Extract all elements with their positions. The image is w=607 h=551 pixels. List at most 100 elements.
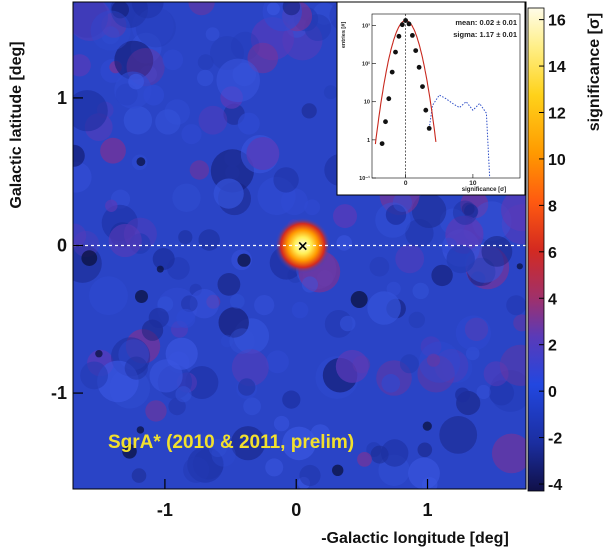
noise-blob-dark — [122, 444, 137, 459]
x-tick-label: 1 — [423, 500, 433, 520]
colorbar-tick-label: 4 — [548, 291, 557, 308]
noise-blob-dark — [237, 253, 251, 267]
noise-blob — [178, 230, 193, 245]
noise-blob — [339, 315, 356, 332]
noise-blob — [105, 199, 118, 212]
noise-blob — [333, 204, 357, 229]
noise-blob — [131, 468, 147, 483]
inset-data-point — [379, 141, 385, 147]
colorbar-ticks: 16 14 12 10 8 6 4 2 0 -2 -4 — [539, 13, 566, 494]
noise-blob — [464, 204, 479, 219]
noise-blob — [73, 161, 92, 193]
colorbar-tick-label: -2 — [548, 431, 562, 448]
noise-blob — [297, 476, 310, 489]
noise-blob — [189, 289, 219, 319]
noise-blob — [152, 248, 175, 270]
noise-blob — [465, 346, 480, 361]
noise-blob — [411, 193, 447, 228]
colorbar-tick-label: 14 — [548, 59, 566, 76]
inset-histogram: 0 10 10⁻¹ 1 10 10² 10³ mean: 0.02 ± 0.01 sigma… — [336, 1, 526, 196]
colorbar-tick-label: 0 — [548, 384, 557, 401]
noise-blob — [230, 426, 266, 461]
noise-blob — [301, 103, 317, 119]
noise-blob — [198, 229, 220, 251]
inset-data-point — [396, 33, 402, 39]
inset-y-tick-label: 10 — [364, 100, 370, 106]
noise-blob — [217, 273, 241, 296]
noise-blob-dark — [136, 426, 145, 434]
noise-blob — [238, 378, 256, 396]
noise-blob — [417, 442, 433, 458]
noise-blob — [431, 264, 453, 287]
y-tick-label: 0 — [57, 236, 67, 256]
inset-y-tick-label: 10³ — [362, 22, 370, 29]
inset-sigma-label: sigma: 1.17 ± 0.01 — [453, 30, 517, 39]
noise-blob — [282, 2, 301, 16]
inset-data-point — [416, 64, 422, 70]
y-tick-label: 1 — [57, 88, 67, 108]
inset-y-tick-label: 10² — [362, 61, 370, 68]
noise-blob — [273, 167, 299, 193]
noise-blob — [155, 109, 181, 135]
noise-blob — [168, 397, 186, 416]
noise-blob — [100, 137, 126, 164]
noise-blob — [301, 276, 318, 293]
noise-blob — [366, 442, 382, 458]
noise-blob — [73, 144, 85, 167]
inset-data-point — [406, 21, 412, 27]
noise-blob — [73, 2, 112, 41]
noise-blob — [408, 457, 440, 489]
colorbar-tick-label: 8 — [548, 198, 557, 215]
inset-y-tick-label: 1 — [367, 138, 370, 144]
inset-data-point — [413, 48, 419, 53]
noise-blob — [455, 315, 491, 351]
source-position-marker: × — [297, 239, 309, 255]
noise-blob — [476, 384, 491, 400]
colorbar-tick-label: 10 — [548, 152, 566, 169]
noise-blob — [465, 243, 504, 283]
noise-blob — [220, 334, 234, 348]
noise-blob — [229, 328, 255, 354]
inset-series — [374, 14, 491, 178]
noise-blob — [395, 244, 425, 274]
noise-blob — [304, 199, 321, 216]
noise-blob — [439, 416, 478, 454]
inset-background — [336, 1, 526, 196]
noise-blob — [385, 204, 407, 225]
inset-data-point — [426, 125, 432, 131]
noise-blob — [247, 42, 279, 74]
noise-blob — [426, 353, 441, 367]
noise-blob — [254, 295, 275, 316]
inset-mean-label: mean: 0.02 ± 0.01 — [455, 18, 517, 27]
noise-blob — [236, 378, 258, 400]
noise-blob — [185, 366, 219, 399]
noise-blob — [323, 85, 338, 100]
noise-blob — [367, 291, 401, 325]
noise-blob — [291, 301, 309, 319]
noise-blob — [381, 374, 401, 393]
noise-blob — [282, 426, 316, 461]
noise-blob — [299, 464, 321, 487]
noise-blob — [265, 458, 284, 477]
noise-blob-dark — [516, 263, 523, 270]
noise-blob — [408, 311, 425, 329]
noise-blob-dark — [350, 291, 368, 308]
inset-x-tick-label: 10 — [469, 180, 477, 187]
noise-blob — [73, 54, 91, 77]
noise-blob — [73, 230, 100, 258]
noise-blob — [211, 442, 236, 467]
colorbar-tick-label: 16 — [548, 13, 566, 30]
noise-blob — [420, 336, 442, 358]
x-tick-label: 0 — [291, 500, 301, 520]
x-tick-label: -1 — [157, 500, 173, 520]
inset-data-point — [420, 84, 425, 89]
colorbar — [527, 7, 545, 492]
inset-x-axis-title: significance [σ] — [462, 187, 506, 193]
noise-blob — [501, 188, 526, 232]
noise-blob — [128, 73, 145, 90]
noise-blob — [73, 90, 108, 132]
noise-blob — [412, 282, 429, 300]
noise-blob — [246, 137, 280, 170]
noise-blob — [143, 84, 165, 106]
x-axis-ticks: -1 0 1 — [157, 479, 433, 520]
